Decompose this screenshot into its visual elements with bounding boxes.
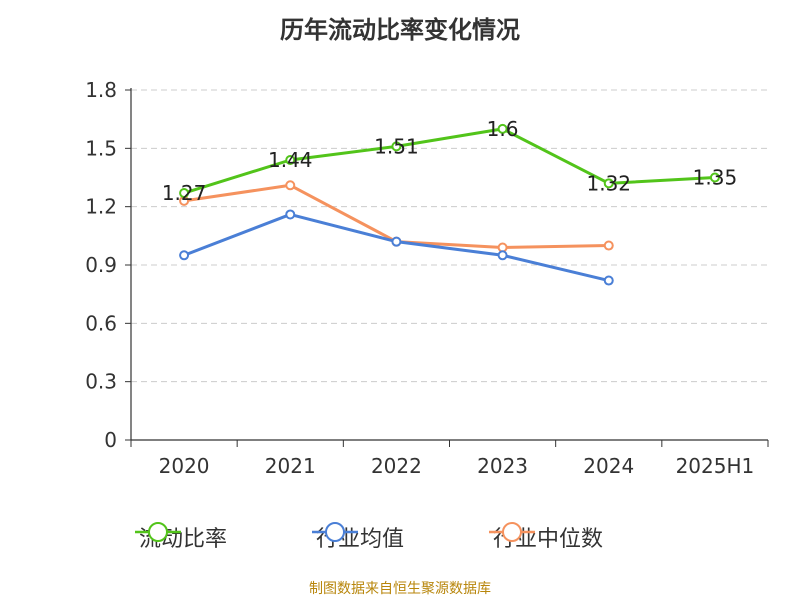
legend-swatch-industry-median xyxy=(489,522,535,542)
data-point xyxy=(179,250,190,261)
series-line xyxy=(183,127,715,195)
x-tick-label: 2020 xyxy=(159,454,210,478)
data-point xyxy=(391,141,402,152)
data-label: 1.44 xyxy=(268,148,313,172)
chart-legend: 流动比率 行业均值 行业中位数 xyxy=(0,520,800,554)
data-label: 1.32 xyxy=(586,171,631,195)
data-label: 1.35 xyxy=(693,166,738,190)
data-point xyxy=(391,236,402,247)
data-point xyxy=(285,155,296,165)
x-tick-label: 2021 xyxy=(265,454,316,478)
data-point xyxy=(603,240,614,251)
x-tick-label: 2024 xyxy=(583,454,634,478)
y-tick-label: 0.3 xyxy=(85,370,117,394)
legend-item-current-ratio[interactable]: 流动比率 xyxy=(133,520,227,554)
y-tick-label: 0.6 xyxy=(85,311,117,335)
x-tick-label: 2025H1 xyxy=(676,454,755,478)
y-tick-label: 1.5 xyxy=(85,136,117,160)
data-point xyxy=(497,123,508,134)
legend-swatch-industry-mean xyxy=(312,522,358,542)
data-label: 1.51 xyxy=(374,134,419,158)
data-label: 1.27 xyxy=(162,181,207,205)
data-point xyxy=(603,178,614,189)
y-tick-label: 1.8 xyxy=(85,78,117,102)
legend-swatch-current-ratio xyxy=(135,522,181,542)
source-note: 制图数据来自恒生聚源数据库 xyxy=(309,581,491,597)
chart-title: 历年流动比率变化情况 xyxy=(280,16,520,44)
x-tick-label: 2023 xyxy=(477,454,528,478)
data-point xyxy=(179,188,190,199)
data-point xyxy=(497,250,508,261)
data-point xyxy=(285,180,296,191)
y-tick-label: 0 xyxy=(104,428,117,452)
data-point xyxy=(603,275,614,286)
legend-item-industry-median[interactable]: 行业中位数 xyxy=(487,520,603,554)
data-point xyxy=(709,172,720,183)
x-tick-label: 2022 xyxy=(371,454,422,478)
data-point xyxy=(285,209,296,220)
legend-item-industry-mean[interactable]: 行业均值 xyxy=(310,520,404,554)
y-tick-label: 1.2 xyxy=(85,195,117,219)
data-label: 1.6 xyxy=(487,117,519,141)
y-tick-label: 0.9 xyxy=(85,253,117,277)
